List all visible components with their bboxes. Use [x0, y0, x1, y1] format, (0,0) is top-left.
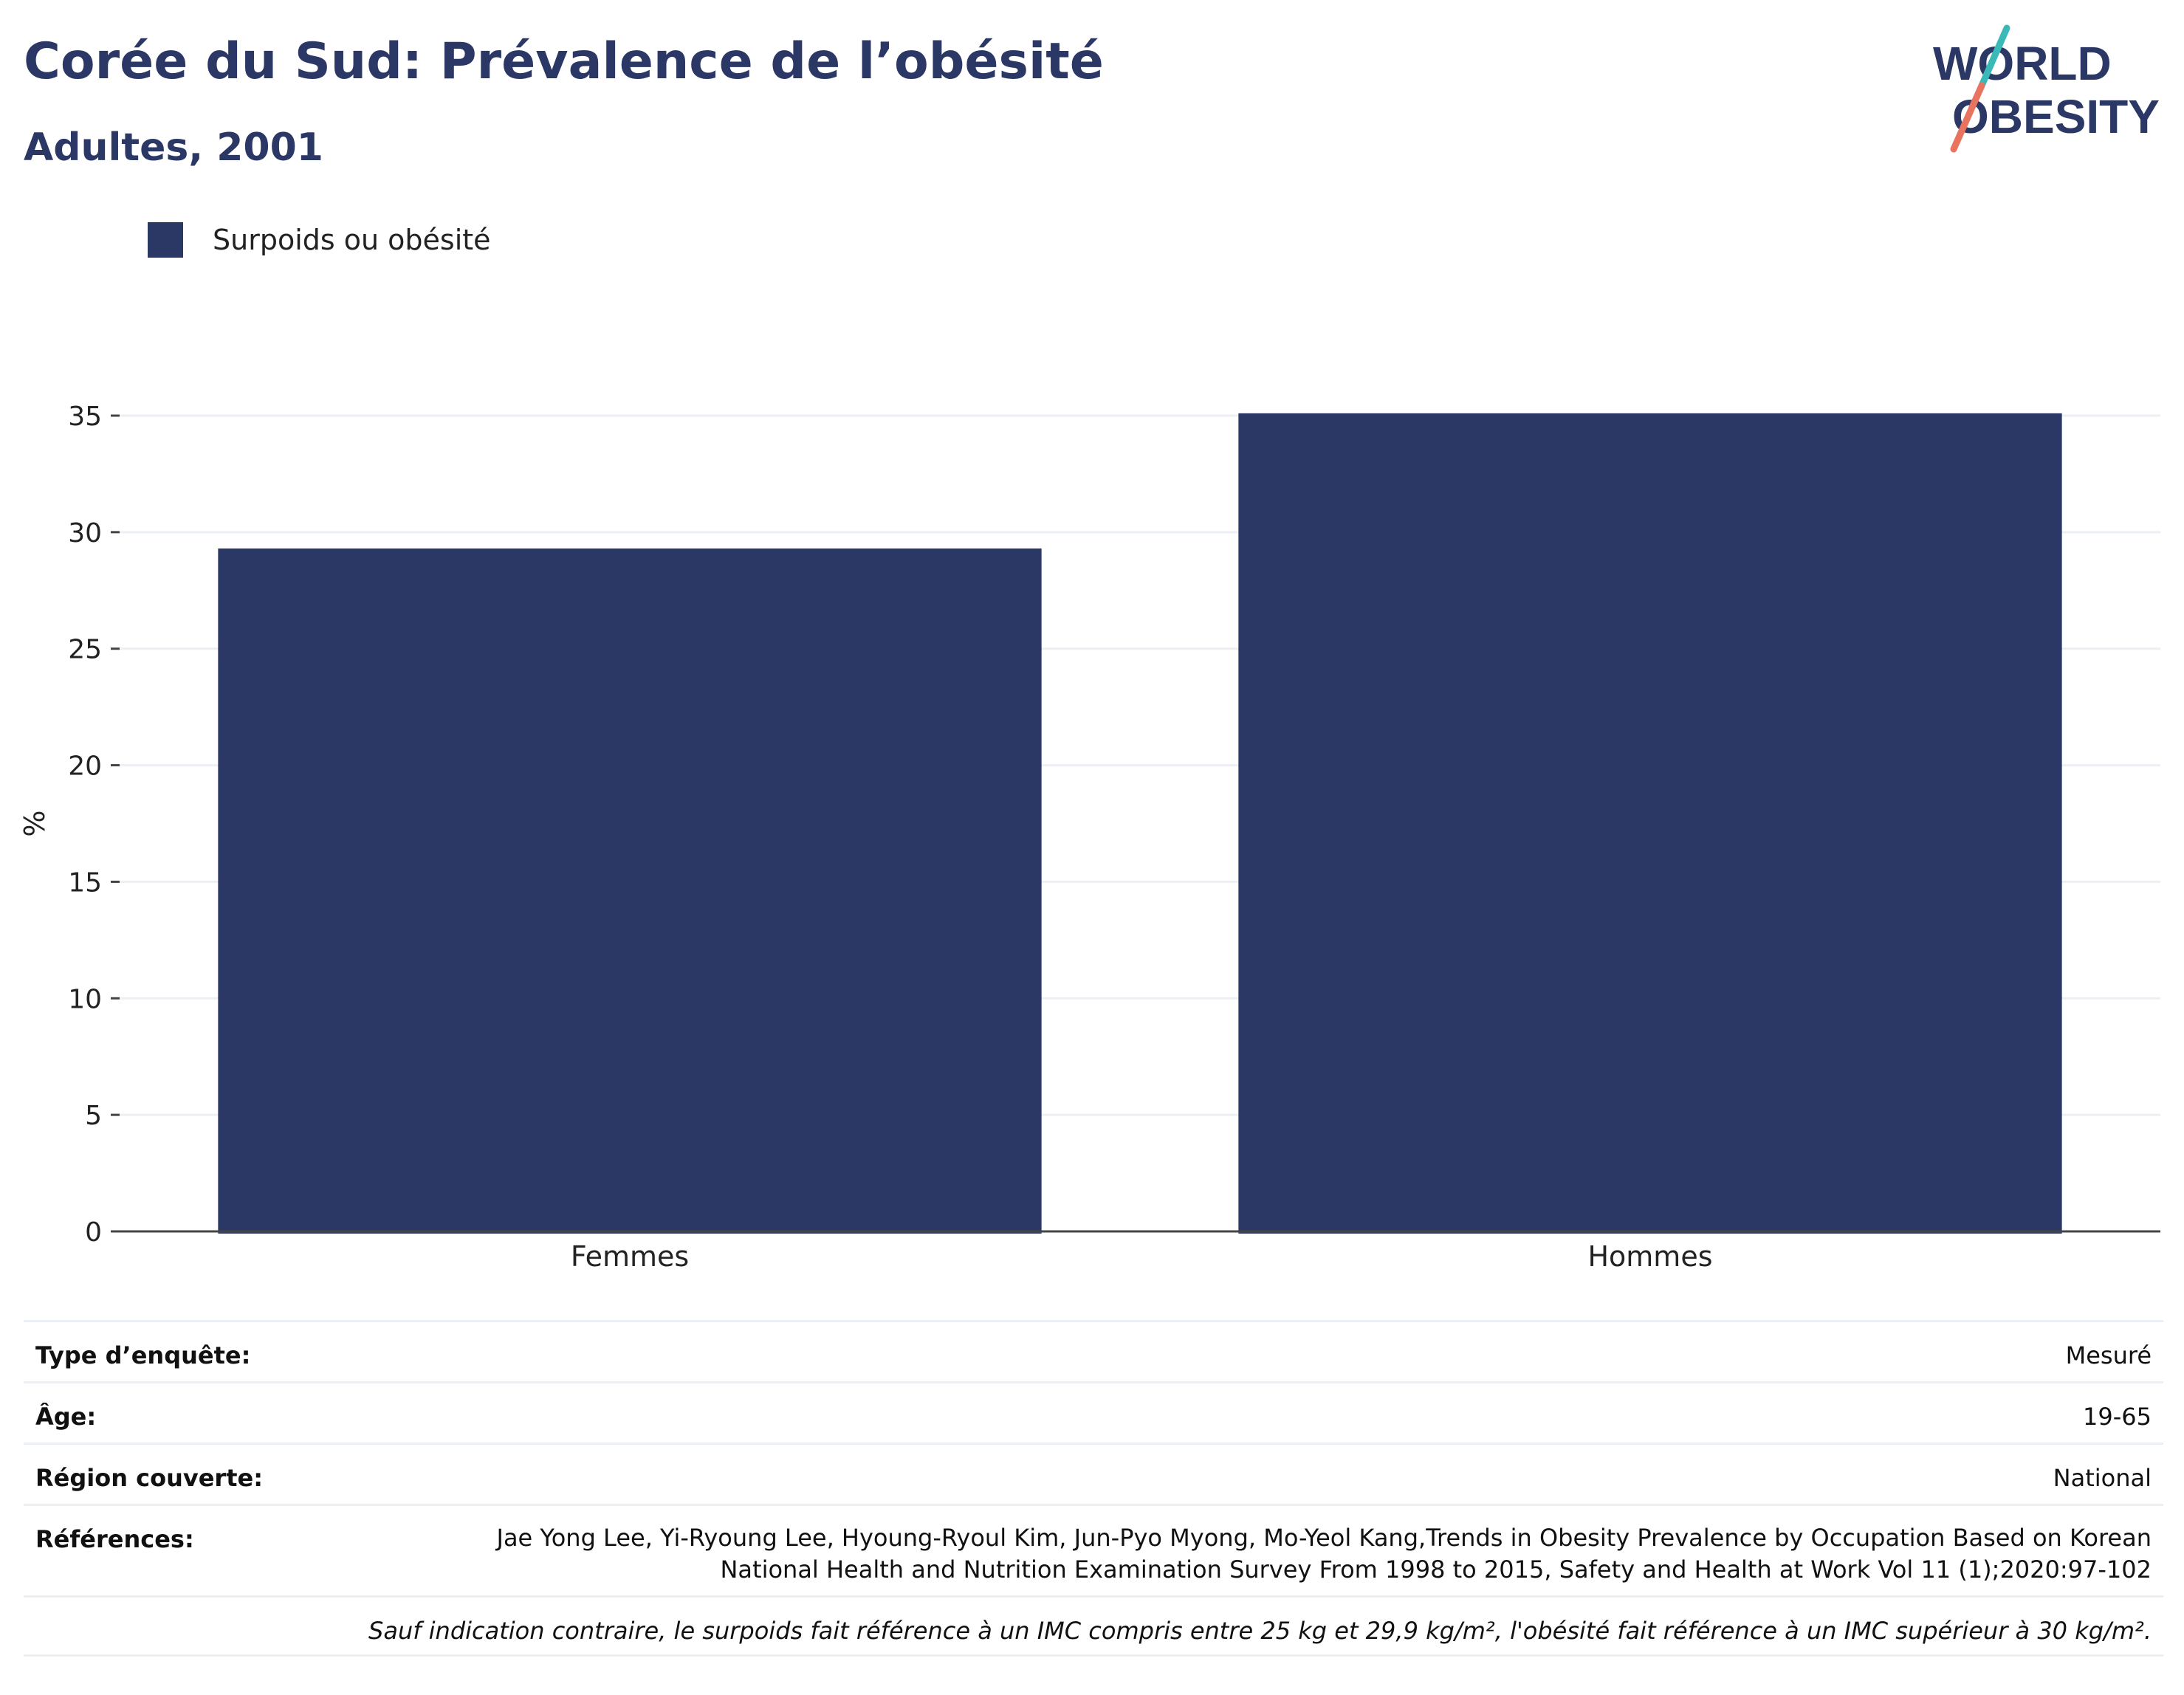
x-tick-label: Femmes	[571, 1240, 689, 1273]
legend: Surpoids ou obésité	[148, 221, 491, 258]
bar-femmes	[218, 548, 1042, 1234]
y-axis-label: %	[18, 810, 51, 836]
bar-chart: 0 5 10 15 20 25 30 35 Femmes Hommes%	[18, 402, 2160, 1273]
logo-text-obesity: OBESITY	[1952, 90, 2160, 143]
page-title: Corée du Sud: Prévalence de l’obésité	[24, 32, 1104, 91]
meta-row-survey-type: Type d’enquête: Mesuré	[24, 1320, 2163, 1381]
meta-value: Mesuré	[2065, 1341, 2152, 1369]
y-tick-label: 15	[68, 867, 102, 898]
page-subtitle: Adultes, 2001	[24, 126, 323, 170]
meta-key: Références:	[35, 1525, 194, 1553]
y-tick-label: 10	[68, 984, 102, 1014]
logo-slash-teal	[1978, 24, 2010, 89]
meta-row-region: Région couverte: National	[24, 1443, 2163, 1504]
y-tick-label: 5	[85, 1101, 102, 1131]
y-tick-label: 0	[85, 1217, 102, 1248]
meta-value: National	[2053, 1464, 2152, 1492]
meta-key: Âge:	[35, 1403, 97, 1431]
meta-row-references: Références: Jae Yong Lee, Yi-Ryoung Lee,…	[24, 1504, 2163, 1595]
meta-value: 19-65	[2083, 1403, 2152, 1431]
world-obesity-logo: WORLD OBESITY	[1933, 24, 2160, 153]
x-tick-label: Hommes	[1587, 1240, 1712, 1273]
survey-metadata: Type d’enquête: Mesuré Âge: 19-65 Région…	[24, 1320, 2163, 1657]
meta-row-age: Âge: 19-65	[24, 1381, 2163, 1443]
legend-label: Surpoids ou obésité	[213, 224, 491, 256]
y-tick-label: 35	[68, 402, 102, 432]
bar-hommes	[1238, 413, 2062, 1234]
legend-swatch	[148, 222, 183, 258]
meta-value: Jae Yong Lee, Yi-Ryoung Lee, Hyoung-Ryou…	[496, 1524, 2152, 1584]
meta-key: Type d’enquête:	[35, 1341, 251, 1369]
meta-key: Région couverte:	[35, 1464, 263, 1492]
bmi-footnote: Sauf indication contraire, le surpoids f…	[24, 1595, 2163, 1657]
y-tick-label: 20	[68, 752, 102, 782]
logo-slash-coral	[1950, 82, 1985, 153]
y-tick-label: 25	[68, 635, 102, 665]
y-tick-label: 30	[68, 518, 102, 549]
logo-text-world: WORLD	[1933, 37, 2112, 90]
